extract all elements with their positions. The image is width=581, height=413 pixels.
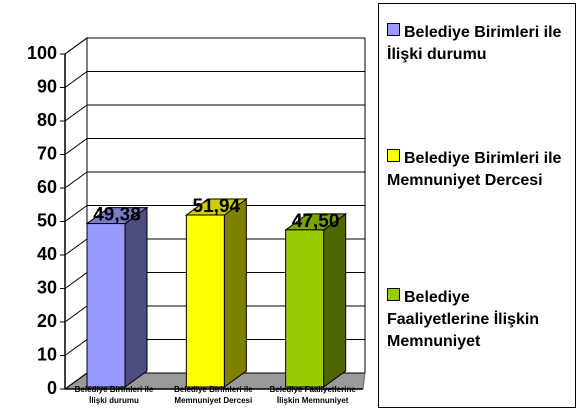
legend-label: Belediye Birimleri ile Memnuniyet Derces…: [387, 150, 562, 189]
grid-line-side: [64, 104, 88, 122]
y-tick-label: 40: [37, 244, 57, 264]
x-tick-label: Belediye Birimleri ile Memnuniyet Derces…: [173, 385, 253, 405]
legend-item: Belediye Birimleri ile İlişki durumu: [387, 22, 572, 66]
legend-swatch: [387, 288, 400, 301]
bar: [86, 223, 126, 388]
y-tick-label: 80: [37, 110, 57, 130]
bar: [185, 214, 225, 388]
bar-side: [323, 212, 347, 388]
y-tick-label: 0: [47, 378, 57, 398]
grid-line-side: [64, 372, 88, 390]
grid-line-side: [64, 305, 88, 323]
bar: [285, 229, 325, 388]
legend-item: Belediye Birimleri ile Memnuniyet Derces…: [387, 148, 572, 192]
grid-line-side: [64, 205, 88, 222]
x-tick-label: Belediye Faaliyetlerine İlişkin Memnuniy…: [269, 385, 356, 405]
y-tick-label: 70: [37, 143, 57, 163]
bar-side: [223, 198, 247, 388]
grid-line-side: [64, 37, 88, 55]
grid-line-side: [64, 138, 88, 155]
legend-item: Belediye Faaliyetlerine İlişkin Memnuniy…: [387, 287, 572, 353]
grid-line-side: [64, 339, 88, 356]
legend-label: Belediye Faaliyetlerine İlişkin Memnuniy…: [387, 289, 540, 350]
legend-swatch: [387, 23, 400, 36]
y-tick-label: 50: [37, 210, 57, 230]
legend-swatch: [387, 149, 400, 162]
y-tick-label: 10: [37, 344, 57, 364]
data-label: 51,94: [193, 196, 241, 217]
legend-label: Belediye Birimleri ile İlişki durumu: [387, 24, 562, 63]
grid-line-side: [64, 272, 88, 289]
bar-side: [124, 206, 148, 388]
y-tick-label: 20: [37, 311, 57, 331]
y-tick-label: 60: [37, 177, 57, 197]
y-tick-label: 30: [37, 277, 57, 297]
grid-line-side: [64, 238, 88, 256]
x-tick-label: Belediye Birimleri ile İlişki durumu: [74, 385, 154, 405]
y-tick-label: 90: [37, 76, 57, 96]
data-label: 47,50: [292, 211, 340, 232]
grid-line-side: [64, 71, 88, 88]
data-label: 49,38: [93, 205, 141, 226]
grid-line-side: [64, 171, 88, 189]
legend: Belediye Birimleri ile İlişki durumu Bele…: [378, 3, 576, 408]
y-tick-label: 100: [27, 43, 57, 63]
